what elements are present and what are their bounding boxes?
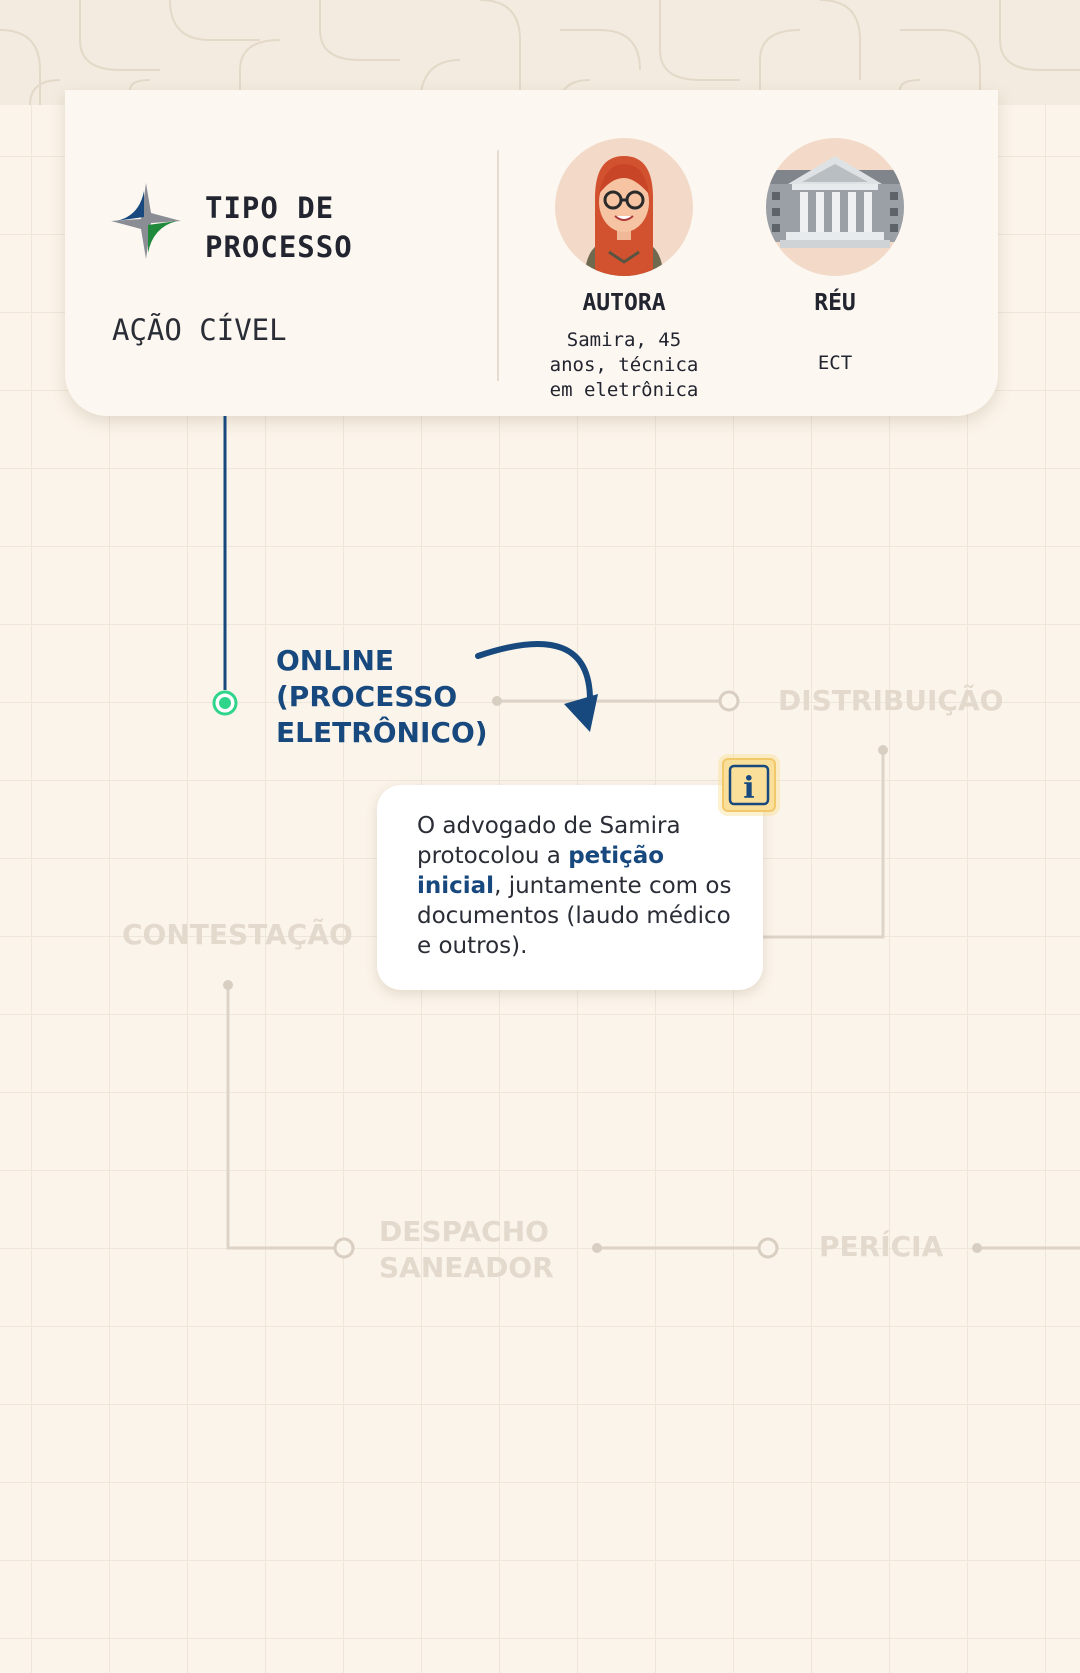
process-type-value: AÇÃO CÍVEL	[112, 313, 287, 347]
info-icon: i	[728, 764, 770, 806]
process-type-title: TIPO DE PROCESSO	[205, 191, 353, 264]
logo-icon	[111, 183, 181, 259]
info-text-start: O advogado de Samira protocolou a	[417, 813, 681, 869]
info-card: O advogado de Samira protocolou a petiçã…	[377, 785, 763, 990]
info-highlight: petição inicial	[417, 843, 665, 899]
defendant-description: ECT	[817, 352, 853, 374]
info-button[interactable]: i	[722, 758, 776, 812]
courthouse-icon	[766, 156, 904, 248]
defendant-role: RÉU	[814, 290, 856, 316]
card-divider	[497, 150, 499, 381]
defendant-avatar	[766, 138, 904, 276]
step-pericia: PERÍCIA	[819, 1230, 944, 1263]
info-text-end: , juntamente com os documentos (laudo mé…	[417, 873, 732, 959]
author-description: Samira, 45 anos, técnica em eletrônica	[549, 329, 699, 401]
top-pattern-band	[0, 0, 1080, 105]
author-avatar	[555, 138, 693, 276]
step-despacho-saneador: DESPACHO SANEADOR	[379, 1215, 554, 1284]
step-distribuicao: DISTRIBUIÇÃO	[778, 684, 1004, 717]
info-badge-letter: i	[743, 771, 754, 806]
author-role: AUTORA	[582, 290, 666, 316]
info-text: O advogado de Samira protocolou a petiçã…	[417, 811, 747, 961]
pattern-icon	[0, 0, 1080, 105]
step-online: ONLINE (PROCESSO ELETRÔNICO)	[276, 644, 488, 749]
step-contestacao: CONTESTAÇÃO	[122, 918, 353, 951]
process-card: TIPO DE PROCESSO AÇÃO CÍVEL AUTORA Samir…	[65, 90, 998, 416]
author-avatar-icon	[585, 156, 663, 276]
